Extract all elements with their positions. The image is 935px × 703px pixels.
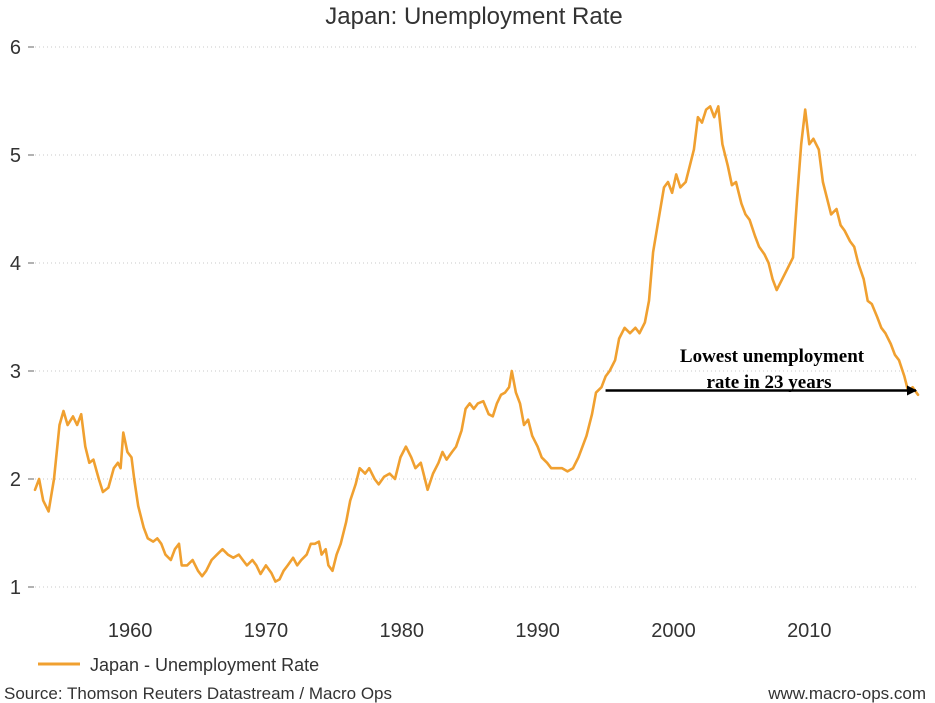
annotation-text-line-1: Lowest unemployment [680,346,865,367]
grid-lines [35,46,918,588]
website-text: www.macro-ops.com [767,684,926,703]
x-tick-label-1970: 1970 [244,620,289,642]
legend: Japan - Unemployment Rate [38,655,319,675]
legend-label: Japan - Unemployment Rate [90,655,319,675]
series-layer [33,105,920,583]
y-tick-label-3: 3 [10,361,21,383]
y-axis: 1 2 3 4 5 6 [10,37,34,599]
annotation-text-line-2: rate in 23 years [706,372,831,393]
x-tick-label-1990: 1990 [515,620,560,642]
y-tick-label-5: 5 [10,145,21,167]
annotation: Lowest unemployment rate in 23 years [605,346,917,396]
x-axis: 1960 1970 1980 1990 2000 2010 [108,620,832,642]
source-text: Source: Thomson Reuters Datastream / Mac… [4,684,392,703]
y-tick-label-4: 4 [10,253,21,275]
x-tick-label-1980: 1980 [380,620,425,642]
y-tick-label-6: 6 [10,37,21,59]
x-tick-label-2010: 2010 [787,620,832,642]
y-tick-label-1: 1 [10,577,21,599]
y-tick-label-2: 2 [10,469,21,491]
series-line-0 [33,105,920,583]
chart-title: Japan: Unemployment Rate [325,3,623,30]
x-tick-label-1960: 1960 [108,620,153,642]
x-tick-label-2000: 2000 [651,620,696,642]
